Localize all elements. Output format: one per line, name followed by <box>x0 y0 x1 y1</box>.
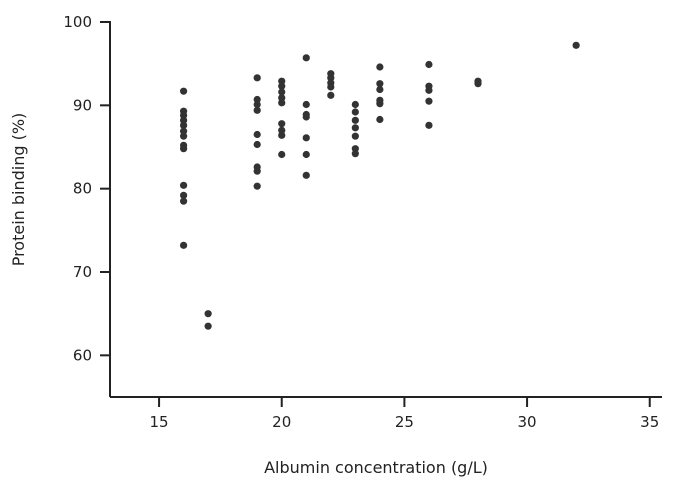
y-tick-label: 90 <box>73 96 92 114</box>
data-point <box>278 126 286 134</box>
data-point <box>351 116 359 124</box>
data-point <box>278 77 286 85</box>
data-point <box>302 113 310 121</box>
data-point <box>180 127 188 135</box>
data-points <box>180 41 580 330</box>
data-point <box>376 115 384 124</box>
data-point <box>180 145 188 153</box>
x-tick-label: 20 <box>272 413 291 431</box>
data-point <box>253 182 261 190</box>
y-tick-label: 70 <box>73 263 92 281</box>
data-point <box>278 131 286 139</box>
data-point <box>327 91 335 99</box>
data-point <box>180 197 188 205</box>
data-point <box>425 86 433 94</box>
data-point <box>278 82 286 90</box>
data-point <box>351 132 359 140</box>
data-point <box>180 111 188 119</box>
data-point <box>180 132 188 140</box>
data-point <box>327 74 335 82</box>
data-point <box>180 241 188 249</box>
data-point <box>302 100 310 109</box>
y-tick-label: 100 <box>63 13 92 31</box>
data-point <box>278 94 286 102</box>
data-point <box>376 85 384 94</box>
data-point <box>278 99 286 107</box>
data-point <box>302 171 310 179</box>
y-tick-label: 80 <box>73 180 92 198</box>
x-tick-label: 15 <box>150 413 169 431</box>
data-point <box>327 83 335 91</box>
data-point <box>302 150 310 159</box>
data-point <box>351 124 359 132</box>
data-point <box>180 181 188 189</box>
data-point <box>253 167 261 175</box>
data-point <box>278 150 286 159</box>
x-tick-label: 25 <box>395 413 414 431</box>
data-point <box>204 322 212 330</box>
data-point <box>376 80 384 88</box>
y-ticks: 60 70 80 90 100 <box>63 13 110 364</box>
x-tick-label: 35 <box>640 413 659 431</box>
data-point <box>253 130 261 139</box>
data-point <box>572 41 580 49</box>
data-point <box>253 95 261 104</box>
x-axis-label: Albumin concentration (g/L) <box>264 458 488 477</box>
axes <box>109 21 662 398</box>
y-tick-label: 60 <box>73 346 92 364</box>
data-point <box>204 310 212 318</box>
data-point <box>351 145 359 153</box>
data-point <box>351 100 359 109</box>
data-point <box>180 191 188 199</box>
data-point <box>425 121 433 129</box>
data-point <box>180 121 188 129</box>
data-point <box>253 100 261 109</box>
data-point <box>376 63 384 71</box>
y-axis-label: Protein binding (%) <box>9 113 28 267</box>
data-point <box>180 116 188 124</box>
data-point <box>253 106 261 114</box>
data-point <box>253 140 261 149</box>
data-point <box>351 108 359 116</box>
data-point <box>180 87 188 95</box>
data-point <box>351 150 359 158</box>
data-point <box>278 88 286 96</box>
x-tick-label: 30 <box>518 413 537 431</box>
data-point <box>425 60 433 69</box>
data-point <box>302 134 310 142</box>
data-point <box>474 80 482 88</box>
x-ticks: 15 20 25 30 35 <box>150 397 659 431</box>
data-point <box>253 74 261 82</box>
data-point <box>278 120 286 128</box>
data-point <box>376 100 384 108</box>
data-point <box>425 97 433 105</box>
data-point <box>302 54 310 62</box>
